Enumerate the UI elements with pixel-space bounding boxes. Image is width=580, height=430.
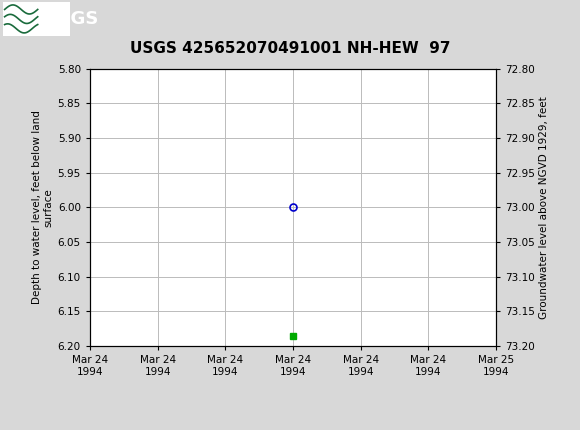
Bar <box>3 2 70 36</box>
Text: USGS: USGS <box>44 10 99 28</box>
Text: USGS 425652070491001 NH-HEW  97: USGS 425652070491001 NH-HEW 97 <box>130 41 450 56</box>
Y-axis label: Depth to water level, feet below land
surface: Depth to water level, feet below land su… <box>32 111 53 304</box>
Y-axis label: Groundwater level above NGVD 1929, feet: Groundwater level above NGVD 1929, feet <box>539 96 549 319</box>
